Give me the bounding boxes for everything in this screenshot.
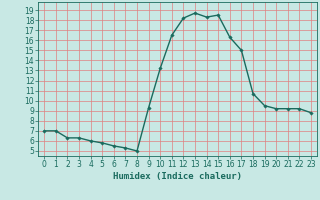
X-axis label: Humidex (Indice chaleur): Humidex (Indice chaleur)	[113, 172, 242, 181]
